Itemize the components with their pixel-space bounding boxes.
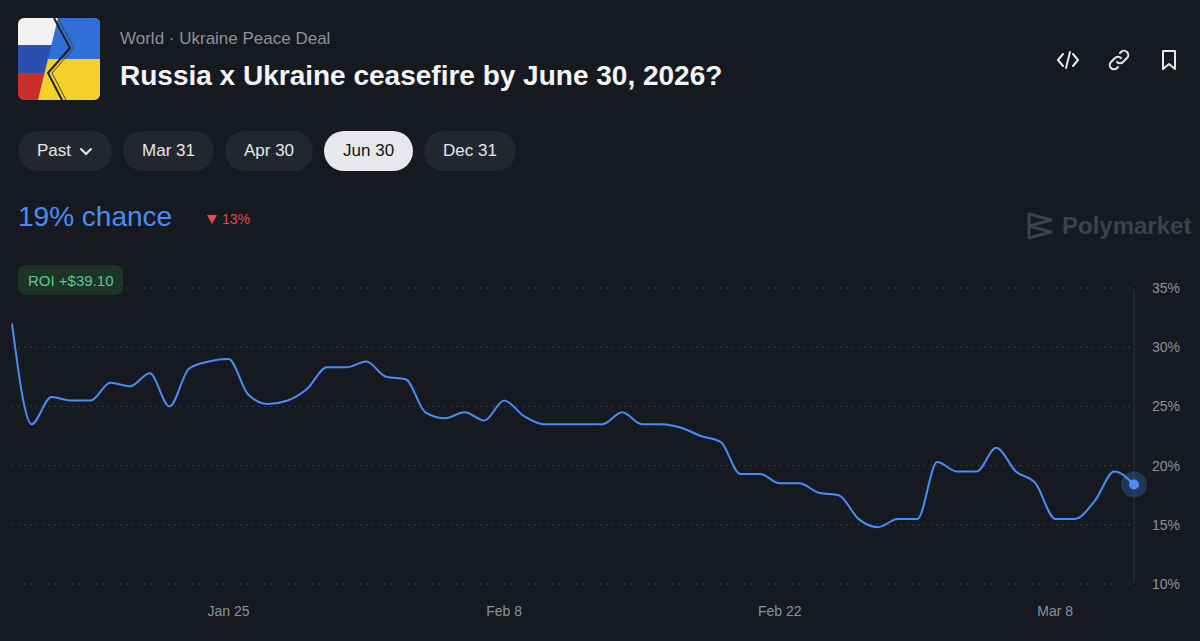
svg-text:35%: 35% <box>1152 280 1180 296</box>
svg-text:Jan 25: Jan 25 <box>208 603 250 619</box>
html-text:Mar 31: Mar 31 <box>142 141 195 160</box>
svg-text:Mar 8: Mar 8 <box>1037 603 1073 619</box>
html-text:ROI +$39.10: ROI +$39.10 <box>28 271 114 289</box>
html-text:19% chance: 19% chance <box>18 201 173 232</box>
html-text:Past: Past <box>37 141 71 160</box>
html-text:Russia x Ukraine ceasefire by: Russia x Ukraine ceasefire by June 30, 2… <box>120 60 723 91</box>
svg-text:10%: 10% <box>1152 576 1180 592</box>
html-text:Dec 31: Dec 31 <box>443 141 497 160</box>
html-text:Apr 30: Apr 30 <box>244 141 294 160</box>
svg-text:15%: 15% <box>1152 517 1180 533</box>
svg-text:30%: 30% <box>1152 339 1180 355</box>
svg-text:20%: 20% <box>1152 458 1180 474</box>
html-text:World · Ukraine Peace Deal: World · Ukraine Peace Deal <box>120 29 331 48</box>
html-text:Jun 30: Jun 30 <box>343 141 395 160</box>
svg-text:Feb 8: Feb 8 <box>486 603 522 619</box>
svg-text:25%: 25% <box>1152 398 1180 414</box>
svg-text:Feb 22: Feb 22 <box>758 603 802 619</box>
html-text:Polymarket: Polymarket <box>1062 212 1192 239</box>
html-text:13%: 13% <box>222 211 250 227</box>
